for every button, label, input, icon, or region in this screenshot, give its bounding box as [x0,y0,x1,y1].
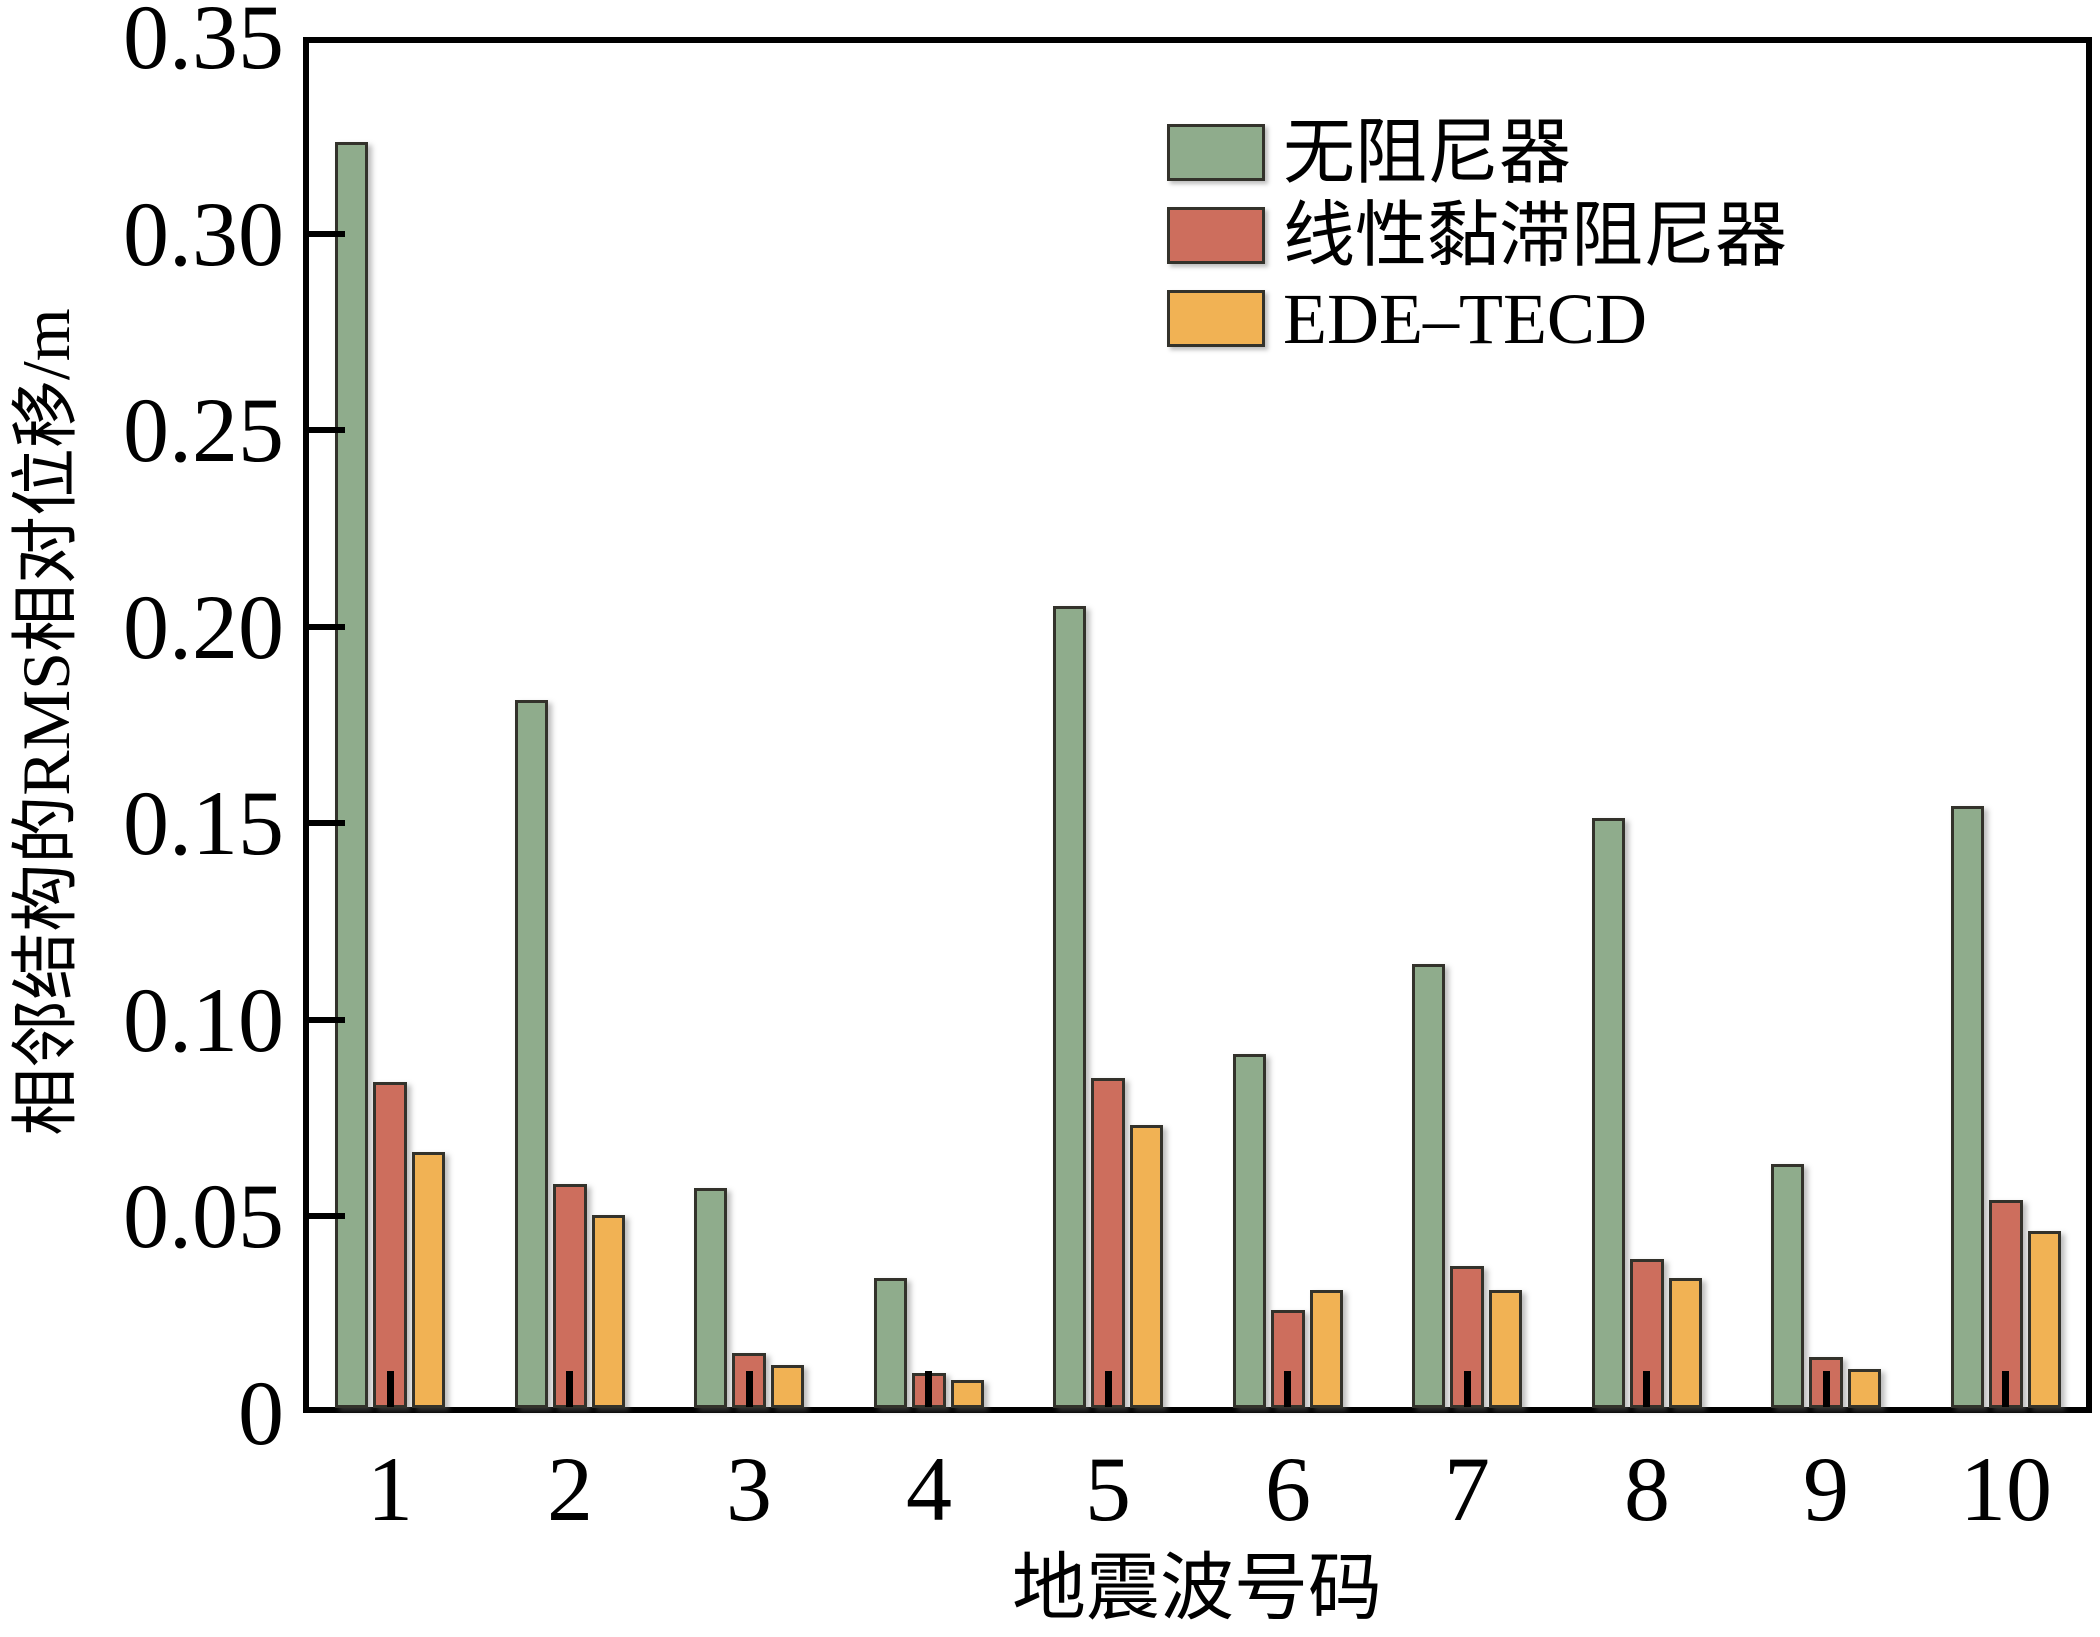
y-tick [309,820,345,826]
bar-series1-group6 [1233,1054,1266,1408]
x-tick-label: 2 [547,1438,593,1540]
y-tick-label: 0.35 [123,0,284,88]
y-tick-label: 0.10 [123,969,284,1071]
y-tick [309,1017,345,1023]
bar-series1-group8 [1592,818,1625,1408]
x-tick-label: 4 [906,1438,952,1540]
bar-series3-group3 [771,1365,804,1408]
bar-series3-group2 [592,1215,625,1408]
x-tick [2002,1371,2009,1407]
x-tick [387,1371,394,1407]
x-axis-title: 地震波号码 [1012,1548,1382,1630]
x-tick [1105,1371,1112,1407]
bar-series1-group3 [694,1188,727,1408]
x-tick [746,1371,753,1407]
y-axis-title: 相邻结构的RMS相对位移/m [8,308,84,1136]
bar-series3-group5 [1130,1125,1163,1408]
bar-series3-group6 [1310,1290,1343,1408]
bar-series2-group5 [1091,1078,1125,1408]
y-tick [309,624,345,630]
bar-series3-group10 [2028,1231,2061,1408]
bar-series1-group4 [874,1278,907,1408]
bar-series3-group8 [1669,1278,1702,1408]
x-tick-label: 9 [1803,1438,1849,1540]
bar-series1-group9 [1771,1164,1804,1408]
y-tick-label: 0.05 [123,1165,284,1267]
x-tick [1284,1371,1291,1407]
bar-series1-group2 [515,700,548,1408]
x-tick-label: 8 [1624,1438,1670,1540]
x-tick [566,1371,573,1407]
x-tick [925,1371,932,1407]
y-tick-label: 0.30 [123,183,284,285]
y-tick-label: 0 [238,1362,284,1464]
bar-series1-group7 [1412,964,1445,1408]
bar-series2-group7 [1450,1266,1484,1408]
x-tick [1464,1371,1471,1407]
bar-series1-group10 [1951,806,1984,1408]
y-tick-label: 0.25 [123,379,284,481]
bar-series3-group7 [1489,1290,1522,1408]
bar-series1-group5 [1053,606,1086,1408]
y-tick-label: 0.15 [123,772,284,874]
bar-series2-group2 [553,1184,587,1408]
y-tick-label: 0.20 [123,576,284,678]
x-tick-label: 6 [1265,1438,1311,1540]
x-tick-label: 1 [367,1438,413,1540]
bar-series3-group1 [412,1152,445,1408]
x-tick-label: 3 [726,1438,772,1540]
bar-series1-group1 [335,142,368,1408]
y-tick [309,231,345,237]
x-tick [1643,1371,1650,1407]
plot-area [303,37,2092,1413]
y-tick [309,1213,345,1219]
bar-series3-group9 [1848,1369,1881,1408]
y-tick [309,427,345,433]
bar-series2-group1 [373,1082,407,1408]
x-tick-label: 5 [1085,1438,1131,1540]
x-tick-label: 10 [1960,1438,2052,1540]
x-tick-label: 7 [1444,1438,1490,1540]
x-tick [1823,1371,1830,1407]
bar-series3-group4 [951,1380,984,1408]
